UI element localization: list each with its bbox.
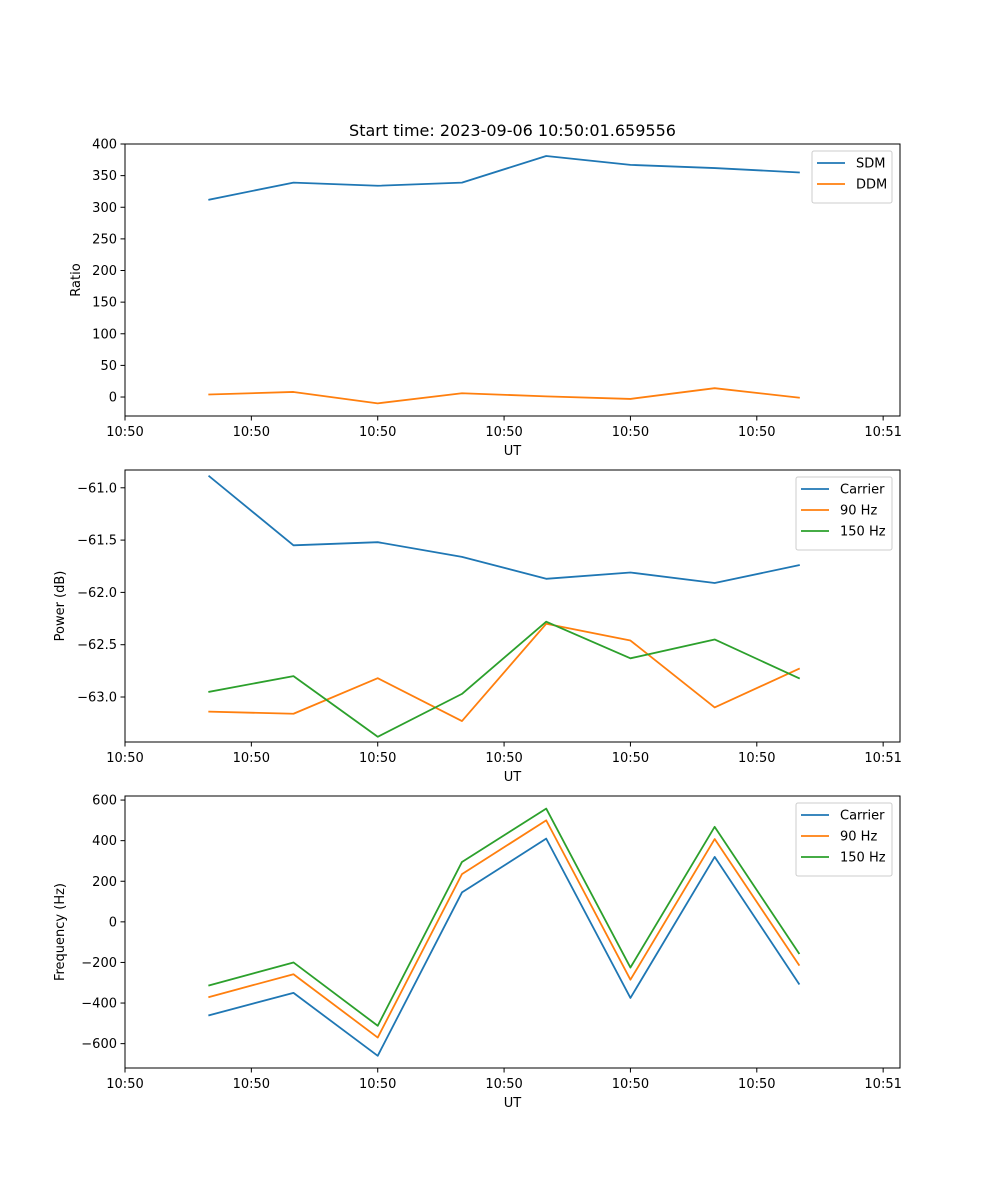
- legend-label-carrier: Carrier: [840, 809, 885, 824]
- y-tick-label: 350: [92, 169, 117, 184]
- x-tick-label: 10:50: [738, 751, 775, 766]
- x-tick-label: 10:50: [233, 425, 270, 440]
- y-tick-label: −62.5: [77, 638, 117, 653]
- chart-panel-1: 10:50 10:50 10:50 10:50 10:50 10:50 10:51 0 50 10…: [69, 138, 902, 460]
- axes-frame: [124, 469, 901, 743]
- legend-label-150-hz: 150 Hz: [840, 851, 886, 866]
- y-tick-label: −62.0: [77, 586, 117, 601]
- x-axis-label: UT: [504, 1096, 522, 1111]
- y-tick-label: 0: [109, 391, 117, 406]
- y-axis-label: Frequency (Hz): [53, 883, 68, 981]
- y-tick-label: 150: [92, 296, 117, 311]
- x-tick-label: 10:51: [864, 751, 901, 766]
- x-tick-label: 10:50: [738, 1077, 775, 1092]
- x-tick-label: 10:50: [612, 751, 649, 766]
- y-tick-label: −63.0: [77, 691, 117, 706]
- y-tick-label: 50: [100, 359, 117, 374]
- x-tick-label: 10:50: [359, 1077, 396, 1092]
- y-tick-label: −61.0: [77, 481, 117, 496]
- legend-label-90-hz: 90 Hz: [840, 504, 877, 519]
- x-tick-label: 10:50: [612, 425, 649, 440]
- series-line-90-hz: [208, 622, 801, 722]
- x-tick-label: 10:50: [359, 751, 396, 766]
- chart-panel-2: 10:50 10:50 10:50 10:50 10:50 10:50 10:51 −61.0…: [53, 469, 902, 785]
- y-tick-label: 100: [92, 327, 117, 342]
- y-tick-label: −600: [81, 1037, 117, 1052]
- y-tick-label: 300: [92, 201, 117, 216]
- x-tick-label: 10:50: [738, 425, 775, 440]
- x-tick-label: 10:51: [864, 425, 901, 440]
- x-tick-label: 10:50: [359, 425, 396, 440]
- legend-label-carrier: Carrier: [840, 483, 885, 498]
- x-axis-label: UT: [504, 444, 522, 459]
- series-line-sdm: [208, 155, 800, 201]
- series-line-ddm: [208, 387, 800, 405]
- x-tick-label: 10:51: [864, 1077, 901, 1092]
- y-axis-label: Ratio: [69, 263, 84, 296]
- y-tick-label: −61.5: [77, 534, 117, 549]
- legend: Carrier 90 Hz 150 Hz: [795, 802, 893, 877]
- figure-title: Start time: 2023-09-06 10:50:01.659556: [349, 121, 676, 140]
- y-tick-label: 400: [92, 834, 117, 849]
- y-tick-label: 0: [109, 915, 117, 930]
- series-line-carrier: [207, 475, 800, 584]
- x-tick-label: 10:50: [612, 1077, 649, 1092]
- y-tick-label: 200: [92, 264, 117, 279]
- panels: 10:50 10:50 10:50 10:50 10:50 10:50 10:51 0 50 10…: [53, 138, 902, 1112]
- x-tick-label: 10:50: [485, 425, 522, 440]
- legend-box: [811, 150, 893, 204]
- x-tick-label: 10:50: [485, 751, 522, 766]
- series-line-carrier: [208, 837, 801, 1057]
- legend-label-ddm: DDM: [856, 178, 887, 193]
- y-tick-label: −400: [81, 997, 117, 1012]
- y-axis-label: Power (dB): [53, 571, 68, 642]
- series-line-150-hz: [208, 807, 801, 1027]
- x-tick-label: 10:50: [233, 1077, 270, 1092]
- series-line-90-hz: [208, 819, 801, 1039]
- y-tick-label: 200: [92, 875, 117, 890]
- x-tick-label: 10:50: [233, 751, 270, 766]
- x-tick-label: 10:50: [485, 1077, 522, 1092]
- legend-label-sdm: SDM: [856, 157, 885, 172]
- x-tick-label: 10:50: [106, 751, 143, 766]
- axes-frame: [124, 143, 901, 417]
- axes-frame: [124, 795, 901, 1069]
- legend-label-90-hz: 90 Hz: [840, 830, 877, 845]
- x-axis-label: UT: [504, 770, 522, 785]
- legend-label-150-hz: 150 Hz: [840, 525, 886, 540]
- x-tick-label: 10:50: [106, 425, 143, 440]
- y-tick-label: 600: [92, 794, 117, 809]
- y-tick-label: 400: [92, 138, 117, 153]
- legend: SDM DDM: [811, 150, 893, 204]
- legend: Carrier 90 Hz 150 Hz: [795, 476, 893, 551]
- y-tick-label: 250: [92, 232, 117, 247]
- x-tick-label: 10:50: [106, 1077, 143, 1092]
- y-tick-label: −200: [81, 956, 117, 971]
- chart-panel-3: 10:50 10:50 10:50 10:50 10:50 10:50 10:51 −600 −…: [53, 794, 902, 1111]
- series-line-150-hz: [208, 620, 801, 738]
